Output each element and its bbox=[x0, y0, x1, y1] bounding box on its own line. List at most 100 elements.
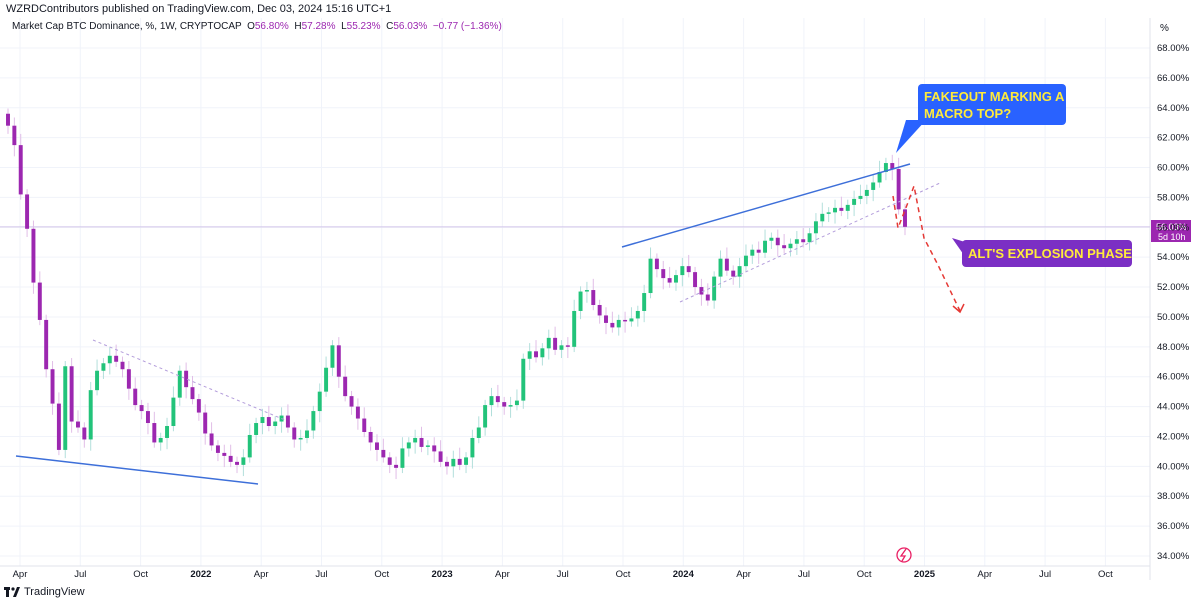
candle-body bbox=[152, 423, 157, 443]
candle-body bbox=[788, 243, 793, 249]
x-tick-label: Jul bbox=[798, 569, 810, 580]
low-value: 55.23% bbox=[346, 21, 381, 32]
lightning-icon[interactable] bbox=[896, 547, 912, 563]
x-tick-label: Apr bbox=[977, 569, 992, 580]
candle-body bbox=[25, 194, 30, 229]
y-tick-label: 40.00% bbox=[1157, 461, 1190, 472]
x-tick-label: Jul bbox=[74, 569, 86, 580]
fakeout-callout[interactable] bbox=[896, 84, 1066, 153]
candle-body bbox=[864, 189, 869, 196]
candle-body bbox=[903, 209, 907, 227]
candle-body bbox=[88, 390, 93, 440]
candle-body bbox=[483, 405, 488, 428]
projection-arrowhead bbox=[952, 303, 965, 314]
y-tick-label: 48.00% bbox=[1157, 342, 1190, 353]
candle-body bbox=[896, 169, 901, 210]
candle-body bbox=[604, 315, 608, 323]
candle-body bbox=[877, 172, 882, 183]
candle-body bbox=[794, 239, 799, 244]
rising-wedge-top-trendline[interactable] bbox=[621, 163, 911, 248]
candle-body bbox=[82, 427, 87, 440]
candle-body bbox=[674, 275, 678, 283]
close-value: 56.03% bbox=[393, 21, 428, 32]
high-label: H bbox=[294, 21, 302, 32]
candle-body bbox=[578, 291, 583, 311]
candle-body bbox=[260, 417, 265, 424]
candle-body bbox=[18, 145, 23, 195]
x-tick-label: Jul bbox=[315, 569, 327, 580]
candle-body bbox=[387, 457, 392, 465]
candle-body bbox=[654, 258, 659, 270]
candle-body bbox=[584, 290, 589, 292]
candle-body bbox=[775, 237, 780, 246]
candle-body bbox=[285, 415, 290, 428]
close-label: C bbox=[386, 21, 394, 32]
candle-body bbox=[184, 370, 189, 388]
x-tick-label: Jul bbox=[1039, 569, 1051, 580]
candle-body bbox=[546, 337, 551, 349]
lower-support-trendline[interactable] bbox=[15, 455, 259, 485]
x-tick-label: Oct bbox=[1098, 569, 1113, 580]
symbol-legend: Market Cap BTC Dominance, %, 1W, CRYPTOC… bbox=[12, 21, 502, 32]
candle-body bbox=[330, 345, 335, 368]
open-value: 56.80% bbox=[254, 21, 289, 32]
candle-body bbox=[858, 195, 863, 199]
candle-body bbox=[508, 405, 513, 407]
candle-body bbox=[451, 458, 456, 467]
candle-body bbox=[712, 276, 717, 301]
y-tick-label: 42.00% bbox=[1157, 431, 1190, 442]
explosion-callout-box bbox=[962, 240, 1132, 267]
candle-body bbox=[591, 290, 596, 305]
x-tick-label: Apr bbox=[254, 569, 269, 580]
y-tick-label: 44.00% bbox=[1157, 402, 1190, 413]
y-tick-label: 50.00% bbox=[1157, 312, 1190, 323]
candle-body bbox=[375, 442, 379, 450]
y-tick-label: 54.00% bbox=[1157, 252, 1190, 263]
candle-body bbox=[438, 451, 443, 462]
candle-body bbox=[801, 239, 806, 243]
x-axis-ticks: Apr Jul Oct 2022 Apr Jul Oct 2023 Apr Jul Oct 2024 A… bbox=[13, 569, 1114, 580]
candle-body bbox=[209, 433, 214, 446]
x-tick-label: 2025 bbox=[914, 569, 936, 580]
current-price-tag-value: 56.03% bbox=[1156, 222, 1187, 232]
footer-brand[interactable]: TradingView bbox=[4, 586, 85, 598]
candle-body bbox=[317, 391, 322, 412]
fakeout-callout-box bbox=[918, 84, 1066, 125]
candle-body bbox=[724, 258, 729, 271]
candle-body bbox=[400, 448, 405, 468]
candle-body bbox=[680, 266, 685, 276]
candle-body bbox=[686, 266, 691, 273]
candle-body bbox=[629, 318, 634, 322]
candle-body bbox=[311, 411, 316, 431]
candle-body bbox=[298, 437, 303, 440]
candle-body bbox=[527, 351, 532, 359]
falling-dotted-trendline[interactable] bbox=[92, 339, 286, 421]
fakeout-callout-text: FAKEOUT MARKING A MACRO TOP? bbox=[924, 89, 1064, 121]
change-value: −0.77 (−1.36%) bbox=[432, 21, 502, 32]
tradingview-logo-icon bbox=[4, 587, 20, 597]
candle-body bbox=[215, 445, 220, 453]
candle-body bbox=[540, 348, 545, 358]
candle-body bbox=[476, 427, 481, 438]
y-tick-label: 56.00% bbox=[1157, 222, 1190, 233]
candle-body bbox=[565, 345, 570, 347]
candle-body bbox=[425, 445, 430, 447]
explosion-callout[interactable] bbox=[952, 238, 1132, 267]
y-tick-label: 46.00% bbox=[1157, 372, 1190, 383]
candle-body bbox=[273, 421, 278, 427]
candle-body bbox=[432, 445, 437, 452]
candle-body bbox=[661, 269, 666, 279]
candle-body bbox=[502, 402, 507, 407]
y-tick-label: 52.00% bbox=[1157, 282, 1190, 293]
fakeout-callout-pointer bbox=[896, 120, 926, 153]
candle-body bbox=[292, 427, 297, 440]
candle-body bbox=[241, 457, 246, 465]
candle-body bbox=[514, 400, 519, 406]
candle-body bbox=[813, 221, 818, 234]
x-tick-label: 2024 bbox=[673, 569, 695, 580]
candle-body bbox=[737, 266, 742, 277]
candle-body bbox=[667, 278, 672, 283]
candle-body bbox=[820, 213, 825, 222]
symbol-name[interactable]: Market Cap BTC Dominance, %, 1W, CRYPTOC… bbox=[12, 21, 242, 32]
candle-body bbox=[470, 437, 475, 458]
